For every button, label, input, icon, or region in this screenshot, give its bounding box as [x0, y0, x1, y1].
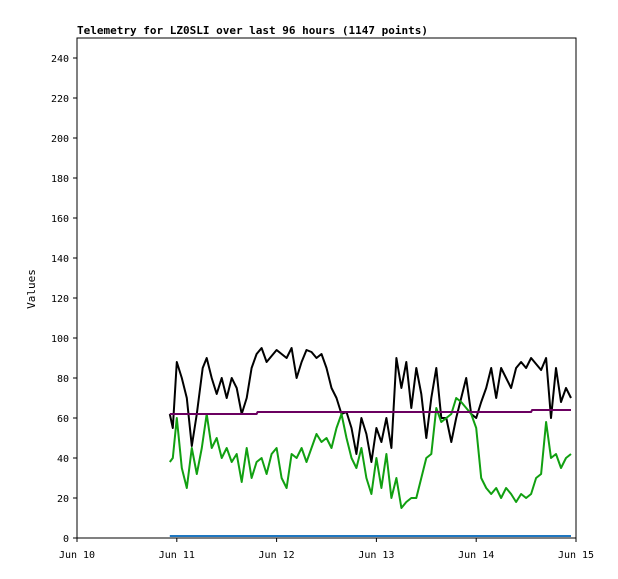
y-axis-ticks: 0 20 40 60 80 100 120 140 160 180 200 220 240 — [51, 54, 77, 545]
y-tick-label: 160 — [51, 214, 69, 225]
x-tick-label: Jun 10 — [59, 550, 95, 561]
x-tick-label: Jun 12 — [259, 550, 295, 561]
y-tick-label: 0 — [63, 534, 69, 545]
x-tick-label: Jun 13 — [358, 550, 394, 561]
plot-frame — [76, 37, 577, 539]
y-tick-label: 240 — [51, 54, 69, 65]
series-line-2 — [169, 397, 572, 509]
x-tick-label: Jun 11 — [159, 550, 195, 561]
y-tick-label: 220 — [51, 94, 69, 105]
series-line-1 — [168, 347, 572, 463]
y-tick-label: 40 — [57, 454, 69, 465]
y-tick-label: 200 — [51, 134, 69, 145]
x-axis-ticks: Jun 10 Jun 11 Jun 12 Jun 13 Jun 14 Jun 15 — [59, 538, 594, 561]
y-tick-label: 80 — [57, 374, 69, 385]
series-layer — [168, 347, 572, 537]
y-tick-label: 180 — [51, 174, 69, 185]
x-tick-label: Jun 15 — [558, 550, 594, 561]
series-line-3 — [169, 409, 571, 415]
y-tick-label: 120 — [51, 294, 69, 305]
y-tick-label: 20 — [57, 494, 69, 505]
y-axis-label: Values — [25, 269, 38, 309]
chart-title: Telemetry for LZ0SLI over last 96 hours … — [77, 24, 428, 37]
x-tick-label: Jun 14 — [458, 550, 494, 561]
y-tick-label: 60 — [57, 414, 69, 425]
y-tick-label: 100 — [51, 334, 69, 345]
y-tick-label: 140 — [51, 254, 69, 265]
